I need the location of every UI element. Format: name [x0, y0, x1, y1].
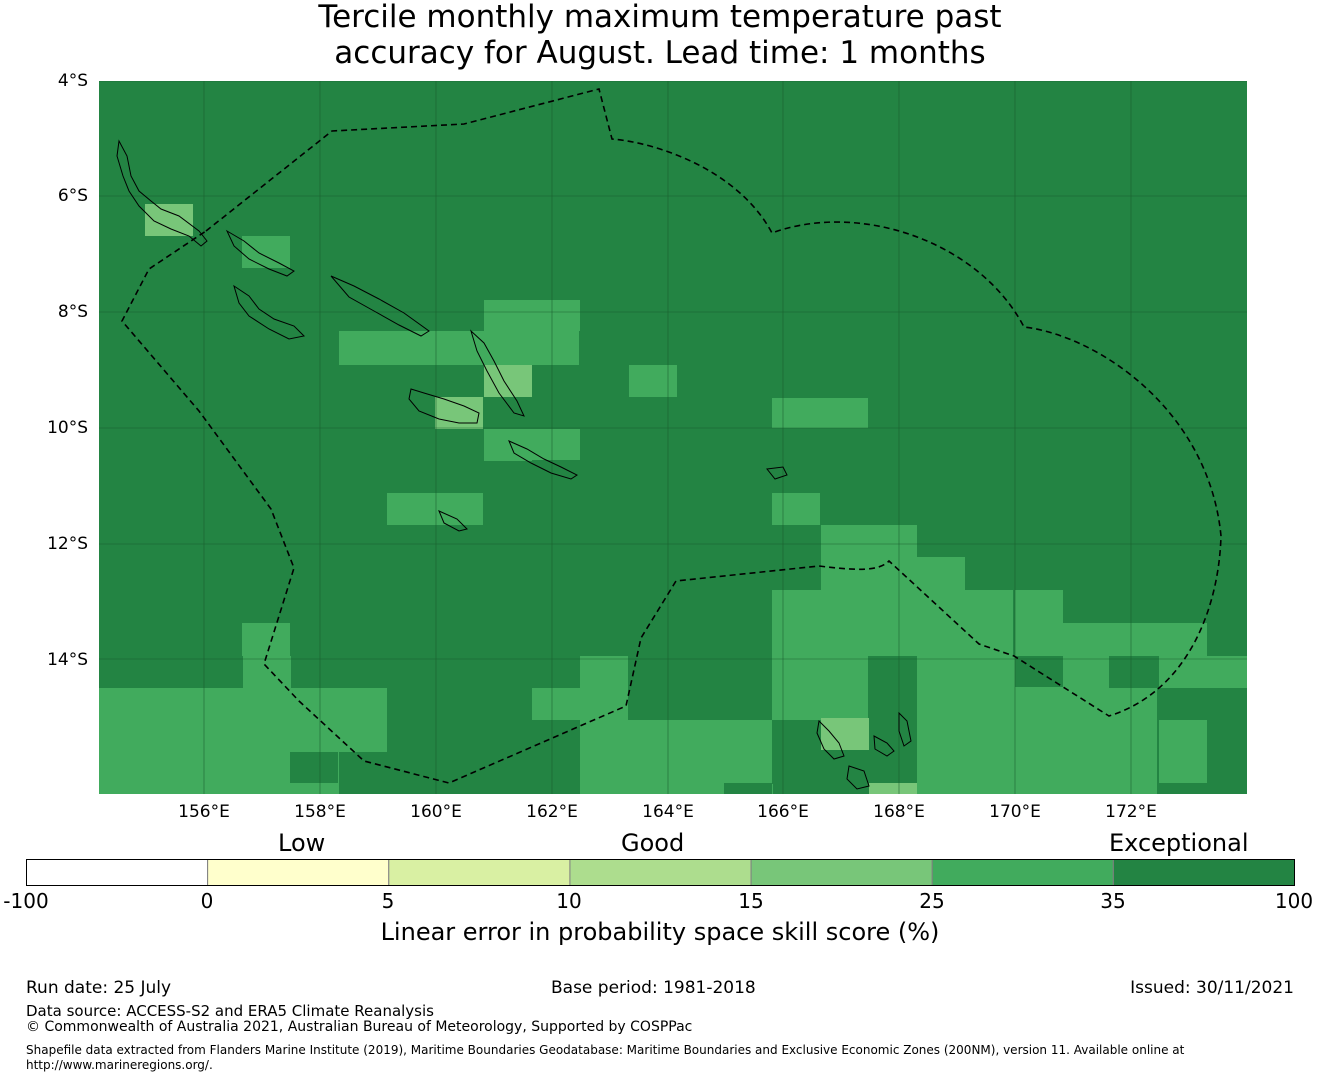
colorbar-segment: [569, 859, 752, 886]
map-title-line1: Tercile monthly maximum temperature past: [318, 0, 1002, 35]
category-label-good: Good: [621, 829, 685, 857]
lon-label-158e: 158°E: [294, 802, 346, 822]
guadalcanal-island: [408, 388, 480, 424]
lon-label-172e: 172°E: [1105, 802, 1157, 822]
colorbar-title: Linear error in probability space skill …: [380, 918, 940, 946]
lon-label-162e: 162°E: [526, 802, 578, 822]
makira-island: [508, 440, 578, 480]
run-date: Run date: 25 July: [26, 978, 172, 998]
lon-label-168e: 168°E: [873, 802, 925, 822]
coastlines: [116, 139, 912, 790]
colorbar-tick-0: 0: [200, 889, 214, 913]
colorbar-segment: [207, 859, 390, 886]
colorbar-segment: [750, 859, 933, 886]
colorbar-tick-100: 100: [1274, 889, 1314, 913]
eez-boundary: [121, 88, 1222, 784]
lat-label-6s: 6°S: [57, 186, 88, 206]
lat-label-4s: 4°S: [57, 71, 88, 91]
colorbar-tick-5: 5: [381, 889, 395, 913]
category-label-exceptional: Exceptional: [1109, 829, 1249, 857]
vanuatu-malekula: [873, 735, 895, 757]
skill-grid-cells-light: [145, 204, 917, 794]
lon-label-156e: 156°E: [178, 802, 230, 822]
rennell-island: [438, 510, 468, 532]
new-georgia-island: [233, 284, 306, 340]
copyright: © Commonwealth of Australia 2021, Austra…: [26, 1019, 693, 1035]
shapefile-credit-line1: Shapefile data extracted from Flanders M…: [26, 1043, 1185, 1057]
colorbar-segment: [388, 859, 571, 886]
malaita-island: [469, 329, 525, 417]
santa-isabel-island: [330, 275, 430, 337]
skill-grid-cells-dark: [195, 656, 1247, 794]
vanuatu-espiritu-santo: [816, 719, 845, 760]
choiseul-island: [225, 229, 295, 277]
colorbar: [26, 859, 1295, 886]
colorbar-segment: [1112, 859, 1295, 886]
colorbar-tick-10: 10: [556, 889, 582, 913]
vanuatu-efate: [898, 711, 912, 747]
bougainville-island: [116, 139, 208, 247]
lat-label-8s: 8°S: [57, 302, 88, 322]
issued-date: Issued: 30/11/2021: [1130, 978, 1294, 998]
map-panel: [99, 81, 1247, 794]
lon-label-166e: 166°E: [757, 802, 809, 822]
lon-label-170e: 170°E: [989, 802, 1041, 822]
lon-label-160e: 160°E: [410, 802, 462, 822]
colorbar-tick-35: 35: [1100, 889, 1126, 913]
lat-label-10s: 10°S: [47, 418, 88, 438]
shapefile-credit-line2: http://www.marineregions.org/.: [26, 1058, 213, 1072]
data-source: Data source: ACCESS-S2 and ERA5 Climate …: [26, 1002, 434, 1020]
colorbar-tick-25: 25: [919, 889, 945, 913]
lon-label-164e: 164°E: [642, 802, 694, 822]
santa-cruz-island: [766, 466, 788, 480]
base-period: Base period: 1981-2018: [551, 978, 756, 998]
lat-label-14s: 14°S: [47, 650, 88, 670]
graticule: [99, 81, 1247, 794]
colorbar-tick-15: 15: [738, 889, 764, 913]
vanuatu-north: [846, 765, 870, 790]
colorbar-segment: [26, 859, 209, 886]
category-label-low: Low: [278, 829, 326, 857]
lat-label-12s: 12°S: [47, 534, 88, 554]
map-title-line2: accuracy for August. Lead time: 1 months: [334, 35, 986, 71]
colorbar-tick-minus100: -100: [3, 889, 49, 913]
colorbar-segment: [931, 859, 1114, 886]
